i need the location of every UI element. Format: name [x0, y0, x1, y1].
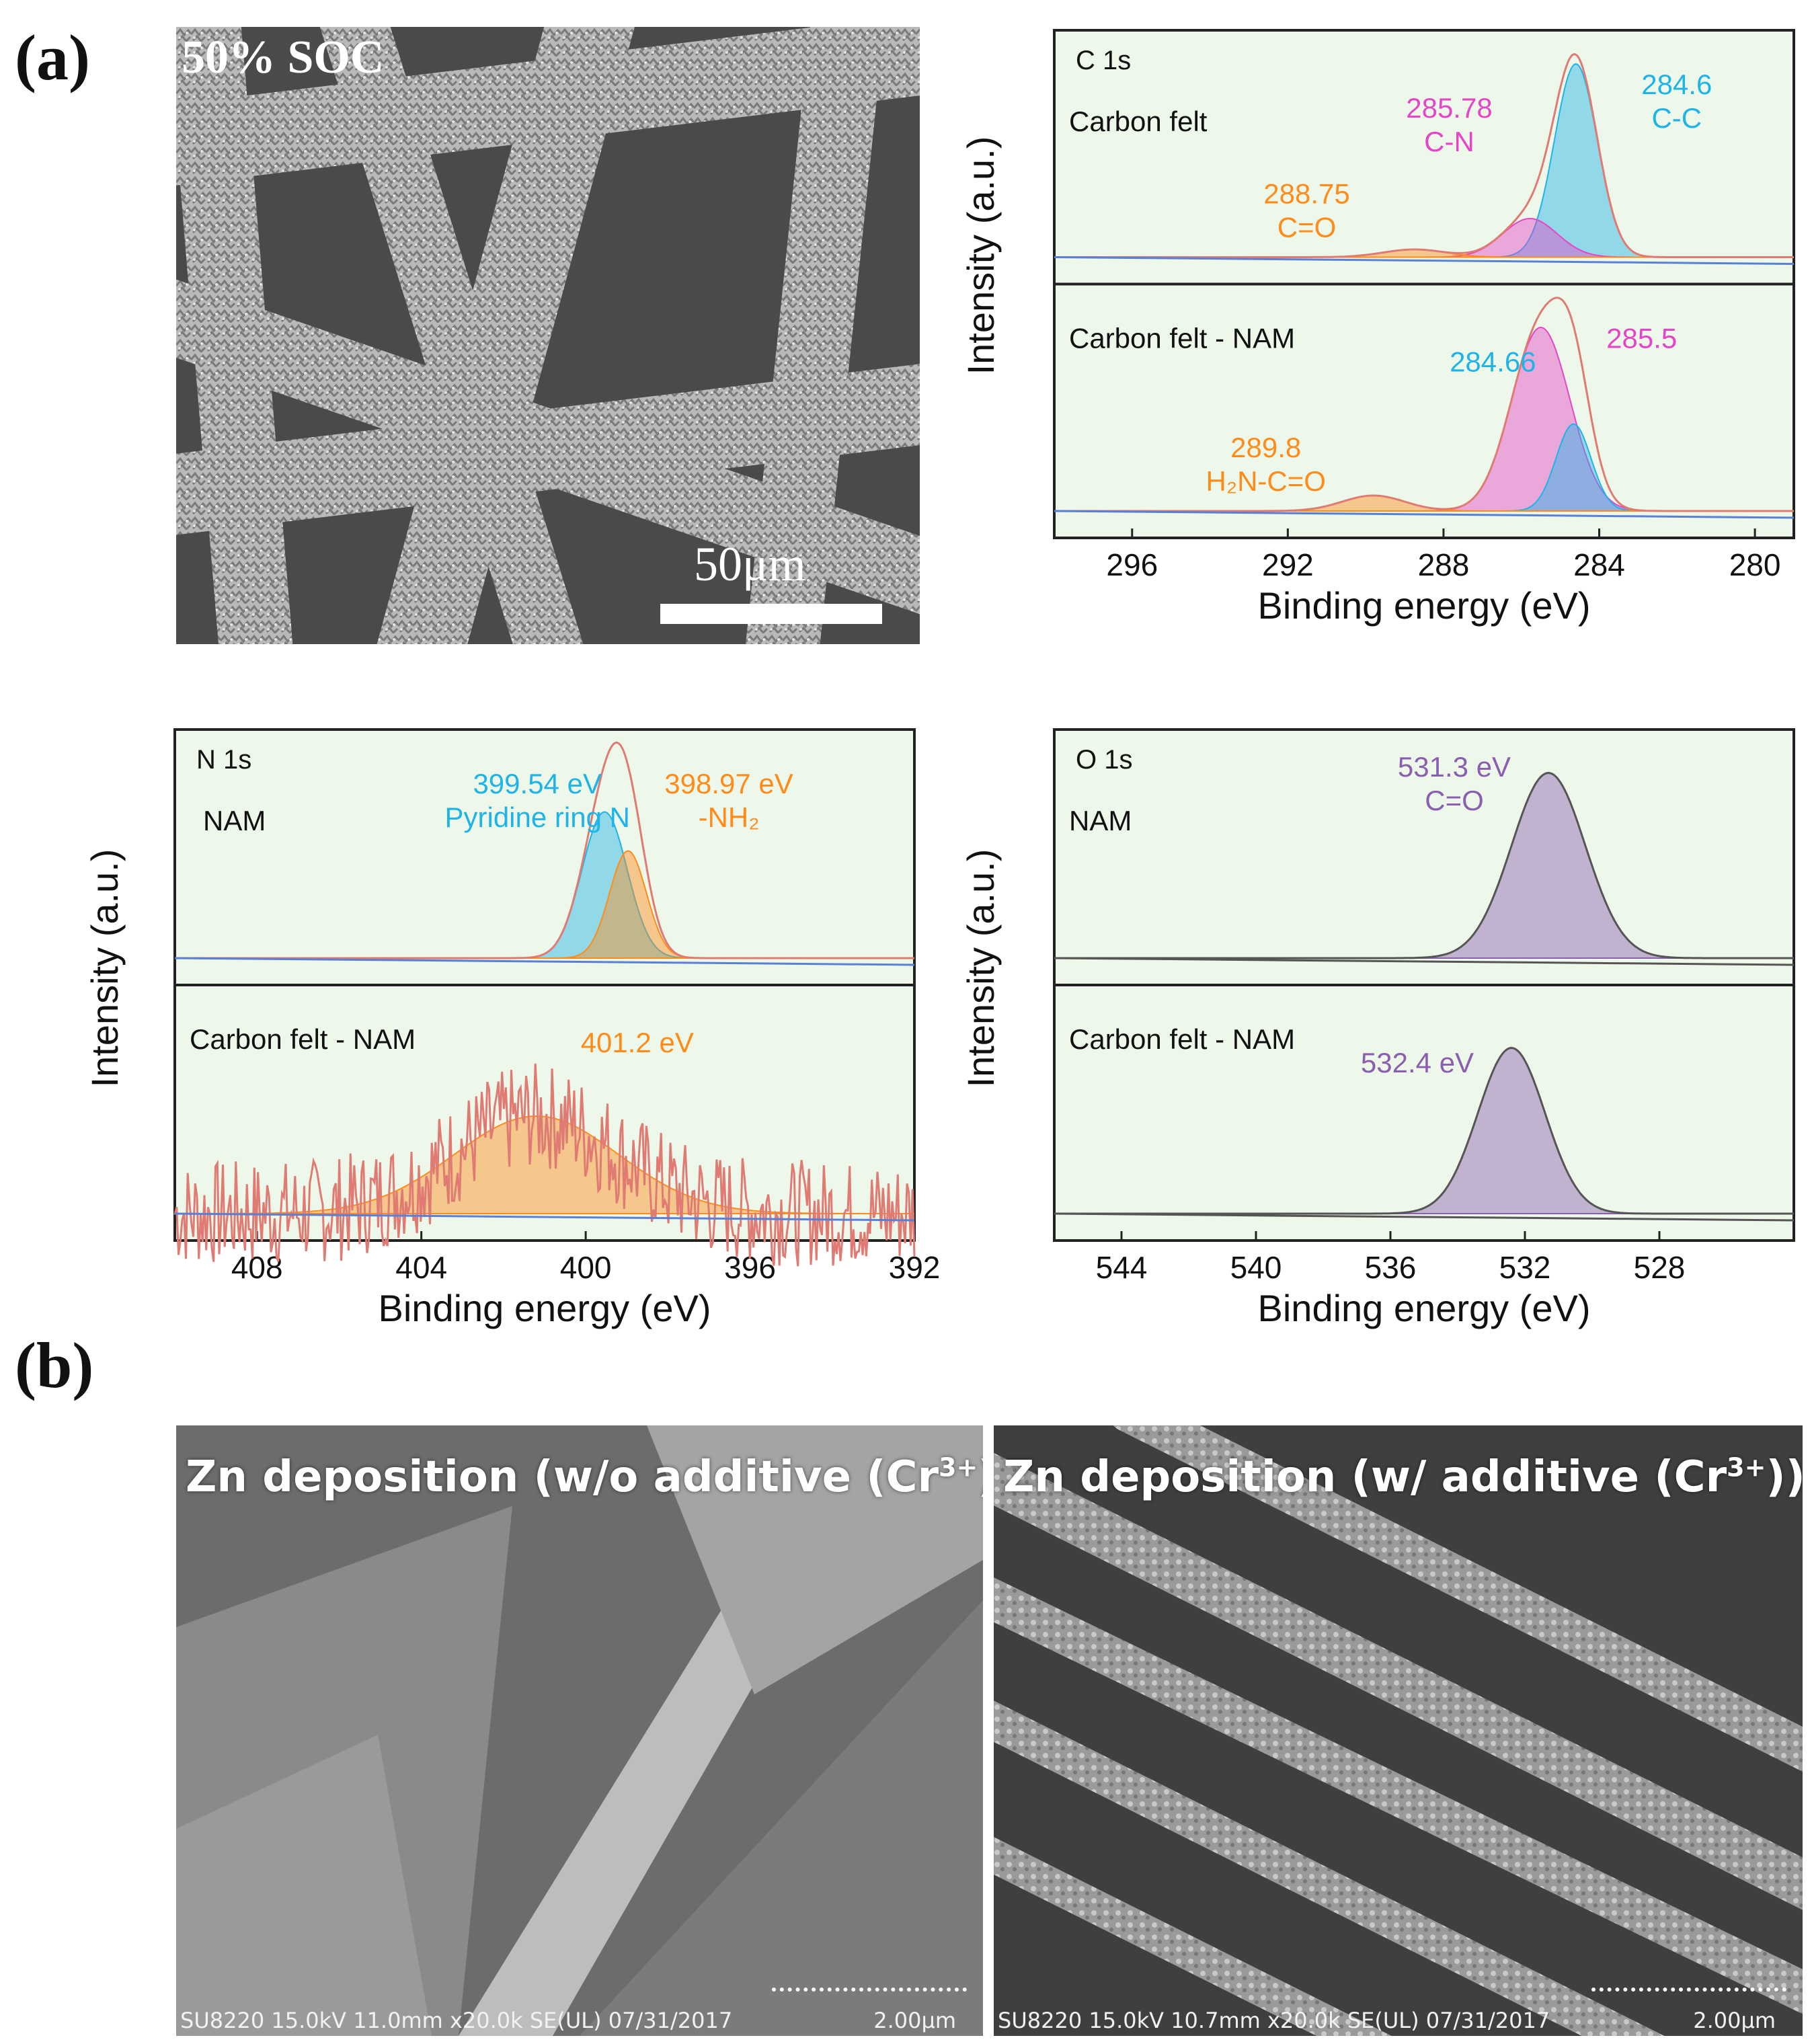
sample-label: Carbon felt - NAM	[190, 1023, 416, 1055]
xps-charts: 296 292 288 284 280 Binding energy (eV) Intens…	[83, 29, 1795, 1329]
chart-O1s: 544 540 536 532 528 Binding energy (eV) Intens…	[959, 728, 1795, 1329]
x-tick-label: 404	[395, 1250, 447, 1285]
baseline	[1054, 1212, 1795, 1222]
baseline	[174, 1212, 915, 1222]
panel-label-b: (b)	[15, 1329, 94, 1401]
sem-title-without-additive: Zn deposition (w/o additive (Cr3+))	[186, 1452, 983, 1502]
envelope-line	[1054, 53, 1794, 258]
baseline	[1054, 957, 1795, 966]
y-axis-label: Intensity (a.u.)	[959, 849, 1002, 1088]
x-tick-label: 296	[1106, 547, 1158, 582]
x-axis-label: Binding energy (eV)	[1258, 1287, 1591, 1329]
x-tick-label: 540	[1230, 1250, 1282, 1285]
sem-footer-with-additive: SU8220 15.0kV 10.7mm x20.0k SE(UL) 07/31…	[998, 2008, 1550, 2033]
sem-image-carbon-felt: 50% SOC 50μm	[176, 27, 920, 644]
y-axis-label: Intensity (a.u.)	[83, 849, 126, 1088]
x-tick-label: 280	[1729, 547, 1781, 582]
sem-fiber-texture	[176, 27, 920, 644]
sem-image-with-additive: Zn deposition (w/ additive (Cr3+)) SU822…	[994, 1425, 1803, 2036]
sample-label: Carbon felt - NAM	[1069, 323, 1295, 354]
peak-label: 285.78	[1406, 92, 1492, 124]
peak-label: 284.66	[1450, 346, 1536, 378]
chart-title: O 1s	[1076, 745, 1132, 775]
x-tick-label: 544	[1096, 1250, 1148, 1285]
sample-label: Carbon felt - NAM	[1069, 1023, 1295, 1055]
peak-label: 285.5	[1606, 323, 1677, 354]
sem-scale-bar	[660, 604, 882, 624]
subplot-1: Carbon felt - NAM 532.4 eV	[1054, 1023, 1795, 1222]
x-tick-label: 284	[1573, 547, 1625, 582]
x-axis-label: Binding energy (eV)	[379, 1287, 711, 1329]
subplot-0: NAM 531.3 eVC=O	[1054, 751, 1795, 966]
peak-group-label: C-N	[1424, 126, 1474, 157]
x-tick-label: 408	[231, 1250, 283, 1285]
envelope-line	[175, 741, 914, 959]
peak-group-label: H₂N-C=O	[1206, 465, 1325, 497]
x-tick-label: 288	[1418, 547, 1470, 582]
sample-label: Carbon felt	[1069, 106, 1208, 137]
y-axis-label: Intensity (a.u.)	[959, 136, 1002, 375]
baseline	[174, 957, 915, 966]
envelope-line	[1054, 297, 1794, 512]
x-tick-label: 400	[560, 1250, 612, 1285]
sem-flake-texture	[176, 1425, 983, 2036]
envelope-line	[1054, 1046, 1794, 1215]
sample-label: NAM	[1069, 805, 1132, 836]
x-axis-label: Binding energy (eV)	[1258, 584, 1591, 627]
x-tick-label: 536	[1365, 1250, 1417, 1285]
subplot-1: Carbon felt - NAM 401.2 eV	[173, 1023, 916, 1267]
peak-label: 532.4 eV	[1361, 1047, 1474, 1078]
x-tick-label: 532	[1499, 1250, 1551, 1285]
peak-label: 289.8	[1230, 432, 1301, 463]
sem-scale-without-additive: 2.00μm	[873, 2008, 956, 2033]
sem-overlay-text: 50% SOC	[182, 32, 385, 83]
chart-title: C 1s	[1076, 46, 1131, 75]
sem-grain-texture	[994, 1425, 1803, 2036]
sem-scale-label: 50μm	[694, 537, 806, 591]
chart-title: N 1s	[196, 745, 251, 775]
panel-label-a: (a)	[15, 22, 90, 93]
envelope-line	[1054, 771, 1794, 959]
peak-group-label: C=O	[1425, 785, 1484, 816]
peak-label: 284.6	[1641, 69, 1712, 100]
sem-scale-dots	[772, 1988, 967, 2001]
baseline	[1054, 256, 1795, 265]
peak-label: 288.75	[1263, 178, 1349, 210]
peak-group-label: Pyridine ring N	[444, 801, 629, 833]
peak-label: 398.97 eV	[664, 768, 793, 799]
peak-label: 531.3 eV	[1398, 751, 1511, 783]
baseline	[1054, 510, 1795, 519]
peak-label: 401.2 eV	[581, 1027, 694, 1058]
envelope-line	[173, 1063, 916, 1267]
sem-footer-without-additive: SU8220 15.0kV 11.0mm x20.0k SE(UL) 07/31…	[180, 2008, 733, 2033]
sample-label: NAM	[203, 805, 266, 836]
peak-group-label: C=O	[1277, 212, 1337, 243]
peak-group-label: -NH₂	[699, 801, 760, 833]
x-tick-label: 292	[1262, 547, 1314, 582]
x-tick-label: 528	[1634, 1250, 1686, 1285]
sem-title-with-additive: Zn deposition (w/ additive (Cr3+))	[1003, 1452, 1803, 1502]
peak-label: 399.54 eV	[473, 768, 602, 799]
chart-C1s: 296 292 288 284 280 Binding energy (eV) Intens…	[959, 29, 1795, 627]
sem-scale-dots	[1591, 1988, 1786, 2001]
peak-group-label: C-C	[1651, 102, 1702, 134]
sem-scale-with-additive: 2.00μm	[1693, 2008, 1776, 2033]
sem-image-without-additive: Zn deposition (w/o additive (Cr3+)) SU82…	[176, 1425, 983, 2036]
subplot-0: Carbon felt 284.6C-C 285.78C-N 288.75C=O	[1054, 53, 1795, 265]
